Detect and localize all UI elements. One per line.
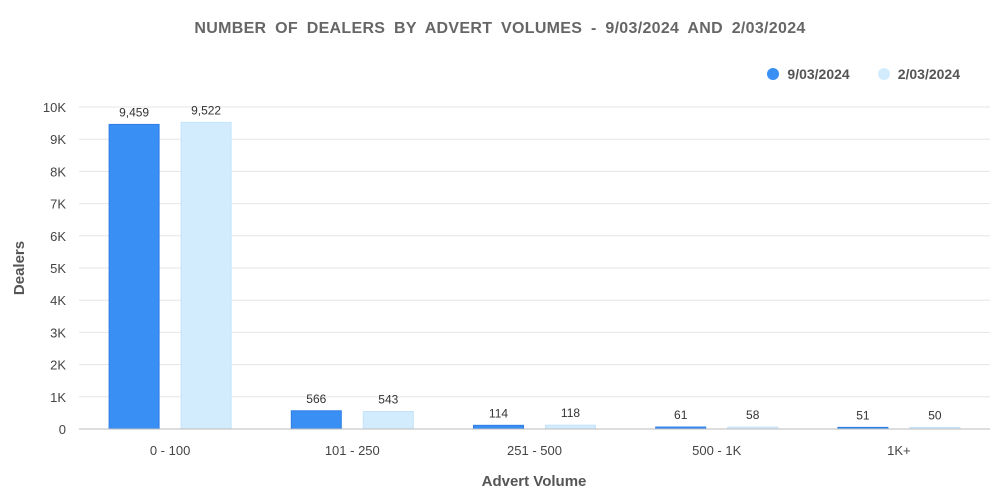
- y-tick-label: 7K: [50, 197, 66, 212]
- x-tick-label: 500 - 1K: [692, 443, 741, 458]
- data-label: 61: [674, 408, 688, 422]
- legend-label-series-1: 9/03/2024: [787, 66, 850, 82]
- data-label: 114: [489, 406, 508, 420]
- bar-series-2: [180, 121, 232, 430]
- x-tick-label: 1K+: [887, 443, 911, 458]
- y-tick-label: 2K: [50, 358, 66, 373]
- y-axis-title: Dealers: [11, 241, 28, 295]
- y-tick-label: 5K: [50, 261, 66, 276]
- data-label: 9,459: [119, 105, 149, 119]
- data-label: 566: [306, 392, 326, 406]
- data-label: 9,522: [191, 103, 221, 117]
- chart-title: NUMBER OF DEALERS BY ADVERT VOLUMES - 9/…: [194, 20, 806, 37]
- bar-series-2: [362, 411, 414, 430]
- data-labels: 9,459 9,522 566 543 114 118 61 58 51 50: [119, 103, 942, 422]
- x-axis-ticks: 0 - 100 101 - 250 251 - 500 500 - 1K 1K+: [150, 443, 911, 458]
- legend-marker-series-1: [767, 68, 780, 80]
- x-tick-label: 0 - 100: [150, 443, 190, 458]
- y-tick-label: 6K: [50, 229, 66, 244]
- y-tick-label: 9K: [50, 132, 66, 147]
- y-tick-label: 4K: [50, 293, 66, 308]
- legend-item-series-1[interactable]: 9/03/2024: [767, 66, 850, 82]
- bar-series-1: [290, 410, 342, 430]
- legend-item-series-2[interactable]: 2/03/2024: [877, 66, 960, 82]
- data-label: 58: [746, 408, 760, 422]
- x-tick-label: 101 - 250: [325, 443, 380, 458]
- data-label: 51: [856, 408, 870, 422]
- bar-series-1: [473, 424, 524, 430]
- legend-label-series-2: 2/03/2024: [897, 66, 960, 82]
- legend: 9/03/2024 2/03/2024: [767, 66, 960, 82]
- y-axis-ticks: 0 1K 2K 3K 4K 5K 6K 7K 8K 9K 10K: [43, 100, 66, 437]
- y-tick-label: 8K: [50, 164, 66, 179]
- bars: [108, 121, 961, 430]
- data-label: 118: [561, 406, 580, 420]
- bar-series-1: [108, 123, 160, 430]
- x-axis-title: Advert Volume: [482, 473, 587, 490]
- y-tick-label: 3K: [50, 325, 66, 340]
- y-tick-label: 0: [59, 422, 66, 437]
- data-label: 543: [378, 393, 398, 407]
- y-tick-label: 1K: [50, 390, 66, 405]
- bar-series-2: [545, 424, 596, 430]
- y-tick-label: 10K: [43, 100, 66, 115]
- data-label: 50: [928, 408, 942, 422]
- legend-marker-series-2: [877, 68, 890, 80]
- x-tick-label: 251 - 500: [507, 443, 562, 458]
